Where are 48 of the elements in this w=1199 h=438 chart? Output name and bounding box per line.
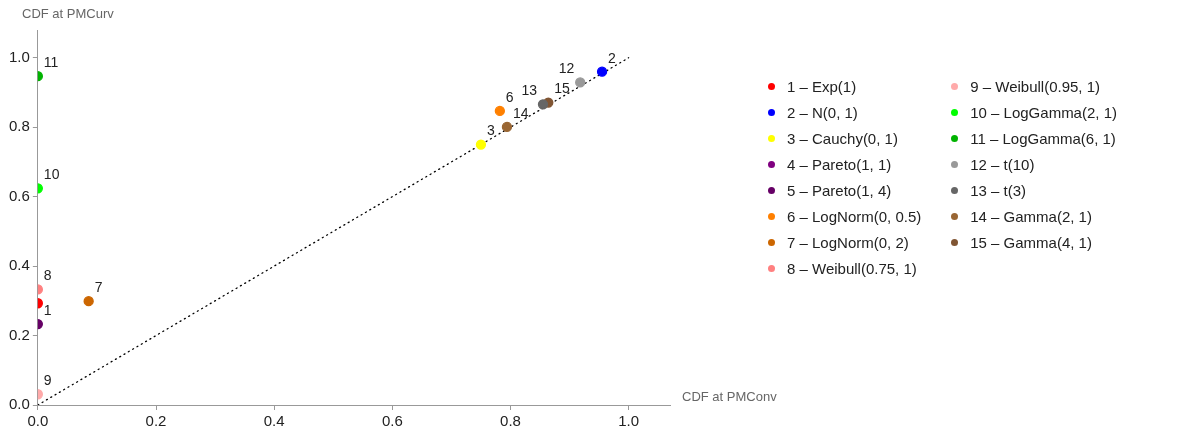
x-tick-label: 0.6 <box>381 412 403 430</box>
point <box>575 77 586 88</box>
y-tick-label: 0.8 <box>8 117 30 135</box>
x-tick-label: 0.8 <box>500 412 521 430</box>
legend-label: 12 – t(10) <box>970 156 1035 173</box>
legend-label: 13 – t(3) <box>970 182 1027 199</box>
y-tick-label: 0.2 <box>8 325 30 343</box>
legend-label: 7 – LogNorm(0, 2) <box>787 234 909 251</box>
legend-label: 1 – Exp(1) <box>787 78 857 95</box>
annotation: 13 <box>521 82 538 99</box>
annotation: 8 <box>43 267 52 284</box>
y-tick-label: 0.4 <box>8 256 30 274</box>
x-tick-label: 1.0 <box>618 412 640 430</box>
annotation: 10 <box>43 166 60 183</box>
legend-label: 2 – N(0, 1) <box>787 104 858 121</box>
point <box>501 121 513 133</box>
legend-label: 6 – LogNorm(0, 0.5) <box>787 208 922 225</box>
y-axis-title: CDF at PMCurv <box>22 6 115 22</box>
point <box>494 105 505 117</box>
legend-label: 11 – LogGamma(6, 1) <box>970 130 1116 147</box>
x-tick-label: 0.4 <box>263 412 285 430</box>
legend-label: 5 – Pareto(1, 4) <box>787 182 892 199</box>
legend-label: 10 – LogGamma(2, 1) <box>970 104 1117 121</box>
legend-label: 3 – Cauchy(0, 1) <box>787 130 898 147</box>
annotation: 9 <box>43 372 52 389</box>
annotation: 12 <box>558 60 575 77</box>
annotation: 6 <box>505 88 514 105</box>
x-tick-label: 0.2 <box>145 412 167 430</box>
y-tick-label: 0.0 <box>8 395 30 413</box>
x-tick-label: 0.0 <box>27 412 49 430</box>
annotation: 3 <box>486 122 495 139</box>
legend-label: 9 – Weibull(0.95, 1) <box>970 78 1101 95</box>
annotation: 7 <box>94 279 103 296</box>
x-axis-title: CDF at PMConv <box>682 388 778 404</box>
legend-label: 15 – Gamma(4, 1) <box>970 234 1092 251</box>
annotation: 14 <box>512 104 529 121</box>
annotation: 11 <box>43 54 59 71</box>
y-tick-label: 0.6 <box>8 186 30 204</box>
annotation: 15 <box>554 80 571 97</box>
y-tick-label: 1.0 <box>8 47 30 65</box>
point <box>475 139 487 150</box>
legend-label: 8 – Weibull(0.75, 1) <box>787 260 917 277</box>
annotation: 2 <box>608 49 617 66</box>
annotation: 1 <box>43 301 52 318</box>
point <box>537 99 549 110</box>
legend-label: 4 – Pareto(1, 1) <box>787 156 892 173</box>
legend-label: 14 – Gamma(2, 1) <box>970 208 1092 225</box>
point <box>596 66 608 77</box>
